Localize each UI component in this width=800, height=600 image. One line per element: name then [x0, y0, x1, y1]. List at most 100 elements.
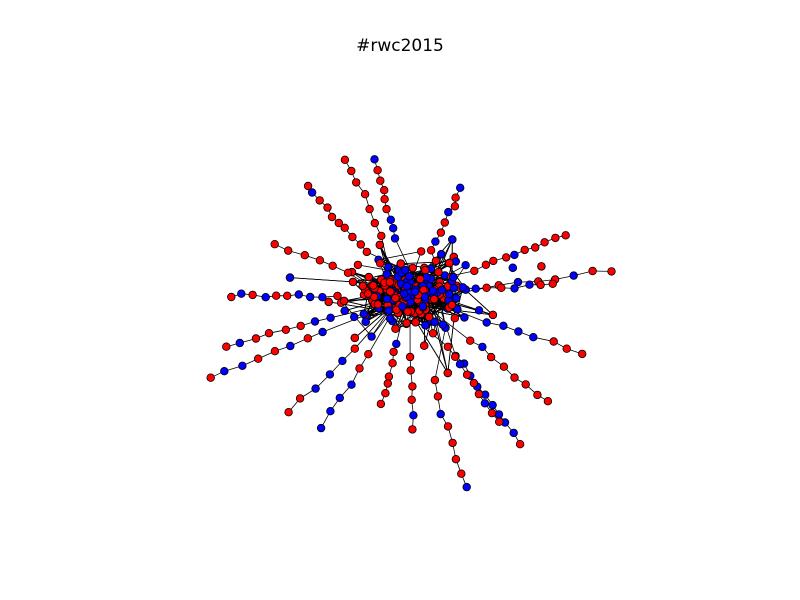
graph-edge [354, 310, 389, 349]
graph-node-blue [382, 294, 392, 304]
graph-node-blue [398, 302, 407, 311]
graph-node-red [375, 240, 384, 250]
graph-node-blue [494, 410, 504, 419]
graph-node-red [408, 425, 417, 434]
graph-node-red [540, 238, 549, 247]
graph-node-red [248, 290, 257, 300]
graph-node-blue [509, 428, 518, 438]
graph-node-blue [455, 360, 465, 369]
graph-node-blue [384, 263, 393, 272]
graph-node-red [407, 395, 416, 404]
graph-node-blue [237, 289, 246, 298]
graph-edge [434, 327, 446, 381]
graph-node-red [352, 178, 361, 187]
graph-node-red [533, 390, 542, 400]
graph-node-red [364, 350, 373, 359]
graph-node-blue [392, 339, 401, 349]
graph-node-blue [220, 367, 229, 376]
graph-node-blue [316, 423, 326, 433]
graph-node-red [440, 218, 449, 227]
graph-node-red [386, 287, 395, 296]
graph-node-red [451, 352, 460, 361]
graph-node-red [487, 408, 497, 418]
graph-edge [289, 277, 354, 283]
graph-node-blue [449, 283, 459, 293]
graph-node-red [588, 266, 597, 276]
graph-node-red [402, 318, 411, 328]
graph-node-red [272, 291, 281, 300]
graph-node-red [284, 246, 293, 255]
graph-node-red [300, 250, 309, 260]
edge-layer [210, 159, 612, 488]
graph-node-blue [499, 321, 508, 330]
graph-node-blue [285, 273, 295, 282]
graph-node-blue [367, 332, 376, 341]
graph-node-red [481, 260, 491, 269]
graph-node-blue [310, 317, 320, 326]
graph-node-red [450, 314, 459, 323]
graph-node-red [470, 266, 479, 276]
graph-node-blue [286, 341, 295, 351]
graph-node-red [482, 283, 491, 292]
graph-node-red [376, 176, 385, 185]
graph-node-red [348, 232, 357, 242]
graph-node-red [424, 312, 434, 322]
graph-node-blue [347, 380, 356, 389]
graph-node-red [551, 233, 560, 243]
graph-node-blue [508, 263, 517, 272]
graph-node-red [391, 324, 400, 333]
graph-node-red [548, 279, 557, 288]
graph-node-red [295, 394, 305, 403]
graph-node-red [474, 389, 484, 399]
graph-node-red [283, 291, 292, 300]
graph-node-red [358, 281, 367, 291]
graph-node-red [365, 204, 374, 214]
graph-node-red [324, 297, 333, 307]
graph-node-red [430, 294, 439, 304]
graph-node-red [502, 253, 511, 262]
graph-node-red [373, 300, 383, 309]
graph-node-red [343, 268, 353, 277]
graph-node-red [578, 349, 587, 359]
graph-node-blue [340, 306, 349, 315]
graph-node-red [433, 392, 443, 401]
graph-node-red [549, 337, 558, 346]
graph-node-blue [325, 370, 335, 379]
graph-node-red [431, 256, 441, 266]
graph-node-blue [449, 272, 458, 282]
graph-node-red [447, 300, 457, 310]
graph-node-red [408, 263, 417, 273]
graph-node-blue [359, 309, 369, 319]
graph-node-blue [452, 293, 461, 303]
graph-node-blue [461, 261, 470, 270]
graph-node-red [284, 408, 293, 417]
graph-node-red [369, 281, 378, 290]
graph-node-blue [478, 342, 487, 352]
graph-node-red [356, 240, 365, 249]
graph-node-red [445, 258, 454, 268]
graph-node-blue [428, 286, 438, 295]
graph-node-blue [238, 361, 247, 370]
graph-node-blue [510, 250, 519, 260]
graph-node-red [340, 155, 350, 164]
graph-node-red [303, 181, 313, 191]
graph-node-blue [411, 287, 420, 296]
graph-node-blue [326, 313, 335, 322]
graph-node-red [450, 202, 460, 211]
graph-node-red [380, 194, 389, 204]
graph-node-blue [445, 290, 454, 299]
graph-node-red [377, 231, 386, 241]
graph-node-blue [474, 306, 484, 315]
graph-node-red [543, 397, 553, 406]
graph-node-red [416, 274, 425, 284]
graph-node-red [270, 239, 279, 249]
graph-node-blue [294, 290, 303, 299]
graph-node-red [328, 261, 337, 270]
graph-node-blue [525, 280, 534, 289]
graph-node-red [408, 382, 417, 391]
graph-node-red [373, 165, 382, 175]
graph-node-red [334, 218, 343, 228]
graph-node-red [384, 372, 394, 381]
graph-node-red [281, 325, 291, 334]
graph-node-blue [390, 234, 400, 243]
